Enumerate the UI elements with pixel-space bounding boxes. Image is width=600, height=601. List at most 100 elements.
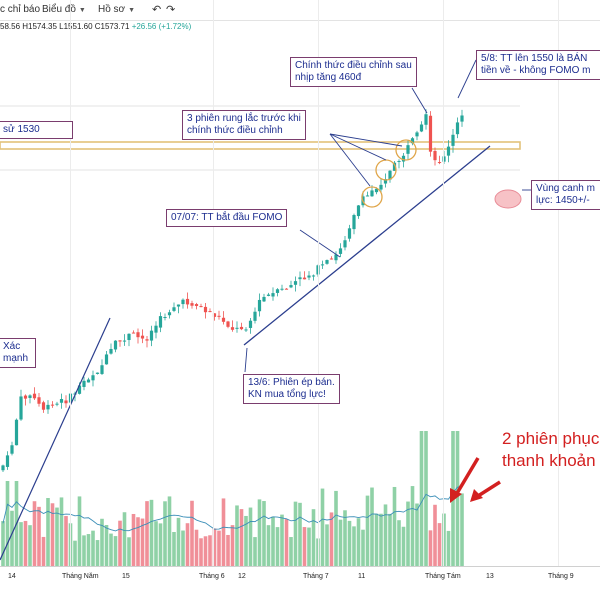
candle-body xyxy=(100,365,104,374)
candle-body xyxy=(334,254,338,261)
volume-bar xyxy=(320,488,325,566)
volume-bar xyxy=(194,529,199,566)
indicators-menu[interactable]: c chỉ báo xyxy=(0,4,40,15)
candle-body xyxy=(338,248,343,254)
volume-bar xyxy=(361,529,365,566)
volume-bar xyxy=(446,530,451,566)
candle-body xyxy=(149,330,154,341)
volume-bar xyxy=(104,524,109,566)
candle-body xyxy=(140,335,145,339)
volume-bar xyxy=(127,537,131,566)
note-left-line2: mạnh xyxy=(3,353,29,364)
candle-body xyxy=(212,313,217,317)
x-tick: Tháng 6 xyxy=(199,573,225,580)
candle-body xyxy=(194,304,199,307)
candle-body xyxy=(253,311,257,321)
chevron-down-icon: ▼ xyxy=(78,7,86,14)
candle-body xyxy=(28,395,32,398)
candle-body xyxy=(401,155,406,162)
note-fomo[interactable]: 07/07: TT bắt đầu FOMO xyxy=(166,209,288,227)
note-jun13-line1: 13/6: Phiên ép bán. xyxy=(248,377,335,388)
volume-bar xyxy=(163,501,167,566)
candle-body xyxy=(248,320,253,328)
volume-bar xyxy=(109,533,113,566)
candle-body xyxy=(320,264,325,266)
note-watch-zone[interactable]: Vùng canh m lực: 1450+/- xyxy=(531,180,600,210)
candle-body xyxy=(455,122,460,135)
candle-body xyxy=(145,339,149,341)
note-left[interactable]: Xác mạnh xyxy=(0,338,36,368)
volume-bar xyxy=(289,537,293,566)
note-correction-line1: Chính thức điều chỉnh sau xyxy=(295,60,412,71)
volume-bar xyxy=(199,538,203,566)
candle-body xyxy=(352,215,356,230)
candle-body xyxy=(392,162,397,171)
volume-bar xyxy=(55,507,59,566)
candle-body xyxy=(59,399,64,403)
volume-bar xyxy=(28,525,32,566)
volume-bar xyxy=(10,510,14,566)
volume-bar xyxy=(401,526,406,566)
note-aug5[interactable]: 5/8: TT lên 1550 là BÁN tiền về - không … xyxy=(476,50,600,80)
candle-body xyxy=(460,115,464,122)
candle-body xyxy=(289,285,293,288)
candle-body xyxy=(406,145,410,154)
candle-body xyxy=(271,293,275,297)
candle-body xyxy=(32,393,37,399)
candle-body xyxy=(131,332,136,334)
note-shake[interactable]: 3 phiên rung lắc trước khi chính thức đi… xyxy=(182,110,306,140)
candle-body xyxy=(113,340,118,350)
volume-bar xyxy=(131,513,136,566)
volume-bar xyxy=(167,496,172,566)
note-correction[interactable]: Chính thức điều chỉnh sau nhịp tăng 460đ xyxy=(290,57,417,87)
volume-bar xyxy=(77,496,82,566)
volume-bar xyxy=(365,495,370,566)
candle-body xyxy=(217,315,221,317)
volume-bar xyxy=(338,519,343,566)
volume-bar xyxy=(176,517,181,566)
candle-body xyxy=(122,340,127,342)
candle-body xyxy=(46,404,50,410)
watch-zone-ellipse xyxy=(494,189,522,209)
x-tick: Tháng Năm xyxy=(62,573,99,580)
candle-body xyxy=(91,375,95,381)
ohlc-values: 58.56 H1574.35 L1551.60 C1573.71 xyxy=(0,22,130,31)
volume-bar xyxy=(158,523,163,566)
note-jun13[interactable]: 13/6: Phiên ép bán. KN mua tổng lực! xyxy=(243,374,340,404)
volume-bar xyxy=(433,504,437,566)
chart-menu[interactable]: Biểu đồ ▼ xyxy=(42,4,86,15)
candle-body xyxy=(325,260,329,264)
note-resistance[interactable]: sử 1530 xyxy=(0,121,73,139)
candle-body xyxy=(1,465,5,471)
redo-icon[interactable]: ↷ xyxy=(166,4,176,16)
volume-bar xyxy=(271,516,275,566)
volume-bar xyxy=(154,521,158,566)
candle-body xyxy=(437,162,442,164)
volume-bar xyxy=(95,540,100,566)
undo-icon[interactable]: ↶ xyxy=(152,4,162,16)
candle-body xyxy=(433,150,437,161)
candle-body xyxy=(14,419,19,446)
volume-bar xyxy=(64,516,68,566)
volume-bar xyxy=(217,530,221,566)
volume-bar xyxy=(32,501,37,566)
highlight-circle-1 xyxy=(361,186,383,208)
volume-bar xyxy=(23,520,28,566)
candle-body xyxy=(280,288,284,290)
candle-body xyxy=(118,340,122,342)
volume-bar xyxy=(379,513,383,566)
volume-bar xyxy=(275,527,280,566)
note-aug5-line1: 5/8: TT lên 1550 là BÁN xyxy=(481,53,588,64)
volume-bar xyxy=(347,520,352,566)
resistance-band xyxy=(0,141,521,150)
volume-bar xyxy=(37,506,41,566)
candle-body xyxy=(230,327,235,330)
candle-body xyxy=(50,404,55,406)
grid-line xyxy=(213,0,214,566)
volume-bar xyxy=(388,513,392,566)
volume-bar xyxy=(230,525,235,566)
volume-bar xyxy=(428,530,433,566)
volume-bar xyxy=(235,505,239,566)
profile-menu[interactable]: Hồ sơ ▼ xyxy=(98,4,135,15)
ohlc-readout: 58.56 H1574.35 L1551.60 C1573.71 +26.56 … xyxy=(0,22,191,31)
